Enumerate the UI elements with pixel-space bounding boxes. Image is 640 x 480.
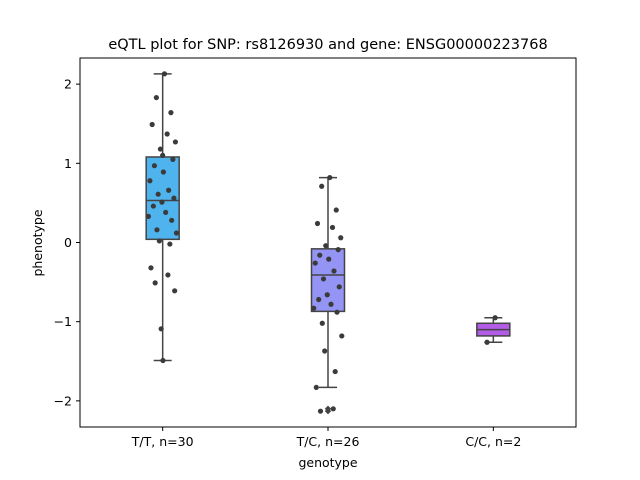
data-point	[334, 309, 340, 315]
y-tick-label: 2	[64, 77, 72, 92]
data-point	[160, 357, 166, 364]
data-point	[156, 238, 162, 244]
data-point	[326, 256, 332, 262]
data-point	[314, 220, 321, 227]
x-axis-label: genotype	[298, 455, 357, 470]
data-point	[316, 296, 322, 303]
data-point	[171, 195, 177, 201]
data-point	[322, 348, 328, 354]
data-point	[328, 301, 334, 307]
data-point	[155, 191, 161, 197]
data-point	[329, 224, 336, 231]
data-point	[313, 384, 319, 391]
data-point	[167, 241, 173, 247]
data-point	[152, 280, 158, 286]
data-point	[330, 406, 336, 412]
y-axis-label: phenotype	[30, 209, 45, 276]
data-point	[150, 203, 156, 209]
data-point	[335, 247, 341, 253]
y-tick-label: 0	[64, 235, 72, 250]
x-axis: T/T, n=30 T/C, n=26 C/C, n=2	[131, 427, 521, 449]
data-point	[164, 131, 170, 137]
data-point	[324, 292, 330, 298]
data-point	[173, 230, 180, 236]
y-tick-label: 1	[64, 156, 72, 171]
data-point	[160, 152, 166, 158]
box-group	[476, 315, 511, 345]
data-point	[154, 227, 160, 233]
data-point	[339, 333, 345, 339]
box-group	[145, 71, 180, 364]
data-point	[145, 213, 152, 219]
data-point	[336, 284, 342, 290]
data-point	[312, 260, 318, 266]
data-point	[319, 320, 325, 326]
data-point	[157, 146, 164, 152]
x-tick-label: T/C, n=26	[296, 434, 360, 449]
data-point	[317, 408, 324, 414]
data-point	[163, 209, 169, 216]
data-point	[166, 187, 172, 193]
plot-area	[145, 71, 511, 415]
data-point	[311, 305, 317, 311]
data-point	[170, 156, 176, 162]
chart-title: eQTL plot for SNP: rs8126930 and gene: E…	[108, 37, 547, 53]
y-tick-label: −2	[54, 393, 72, 408]
data-point	[172, 139, 179, 145]
data-point	[148, 265, 154, 271]
data-point	[320, 276, 327, 282]
outlier-marker	[324, 407, 332, 415]
data-point	[332, 368, 338, 375]
x-tick-label: C/C, n=2	[465, 434, 521, 449]
data-point	[161, 71, 168, 77]
data-point	[492, 315, 498, 321]
data-point	[484, 339, 490, 345]
data-point	[160, 169, 167, 175]
data-point	[319, 183, 325, 189]
data-point	[323, 243, 329, 249]
data-point	[327, 174, 333, 181]
data-point	[331, 268, 337, 274]
data-point	[151, 163, 158, 169]
y-axis: −2 −1 0 1 2	[54, 77, 80, 408]
data-point	[165, 272, 171, 278]
x-tick-label: T/T, n=30	[131, 434, 194, 449]
data-point	[158, 326, 164, 332]
box-group	[310, 174, 346, 415]
data-point	[169, 217, 175, 223]
data-point	[147, 178, 153, 184]
data-point	[159, 199, 165, 205]
data-point	[172, 288, 178, 294]
data-point	[333, 207, 339, 213]
data-point	[338, 235, 344, 241]
data-point	[153, 94, 159, 101]
data-point	[168, 110, 174, 116]
data-point	[317, 252, 323, 258]
y-tick-label: −1	[54, 314, 72, 329]
data-point	[149, 121, 155, 128]
